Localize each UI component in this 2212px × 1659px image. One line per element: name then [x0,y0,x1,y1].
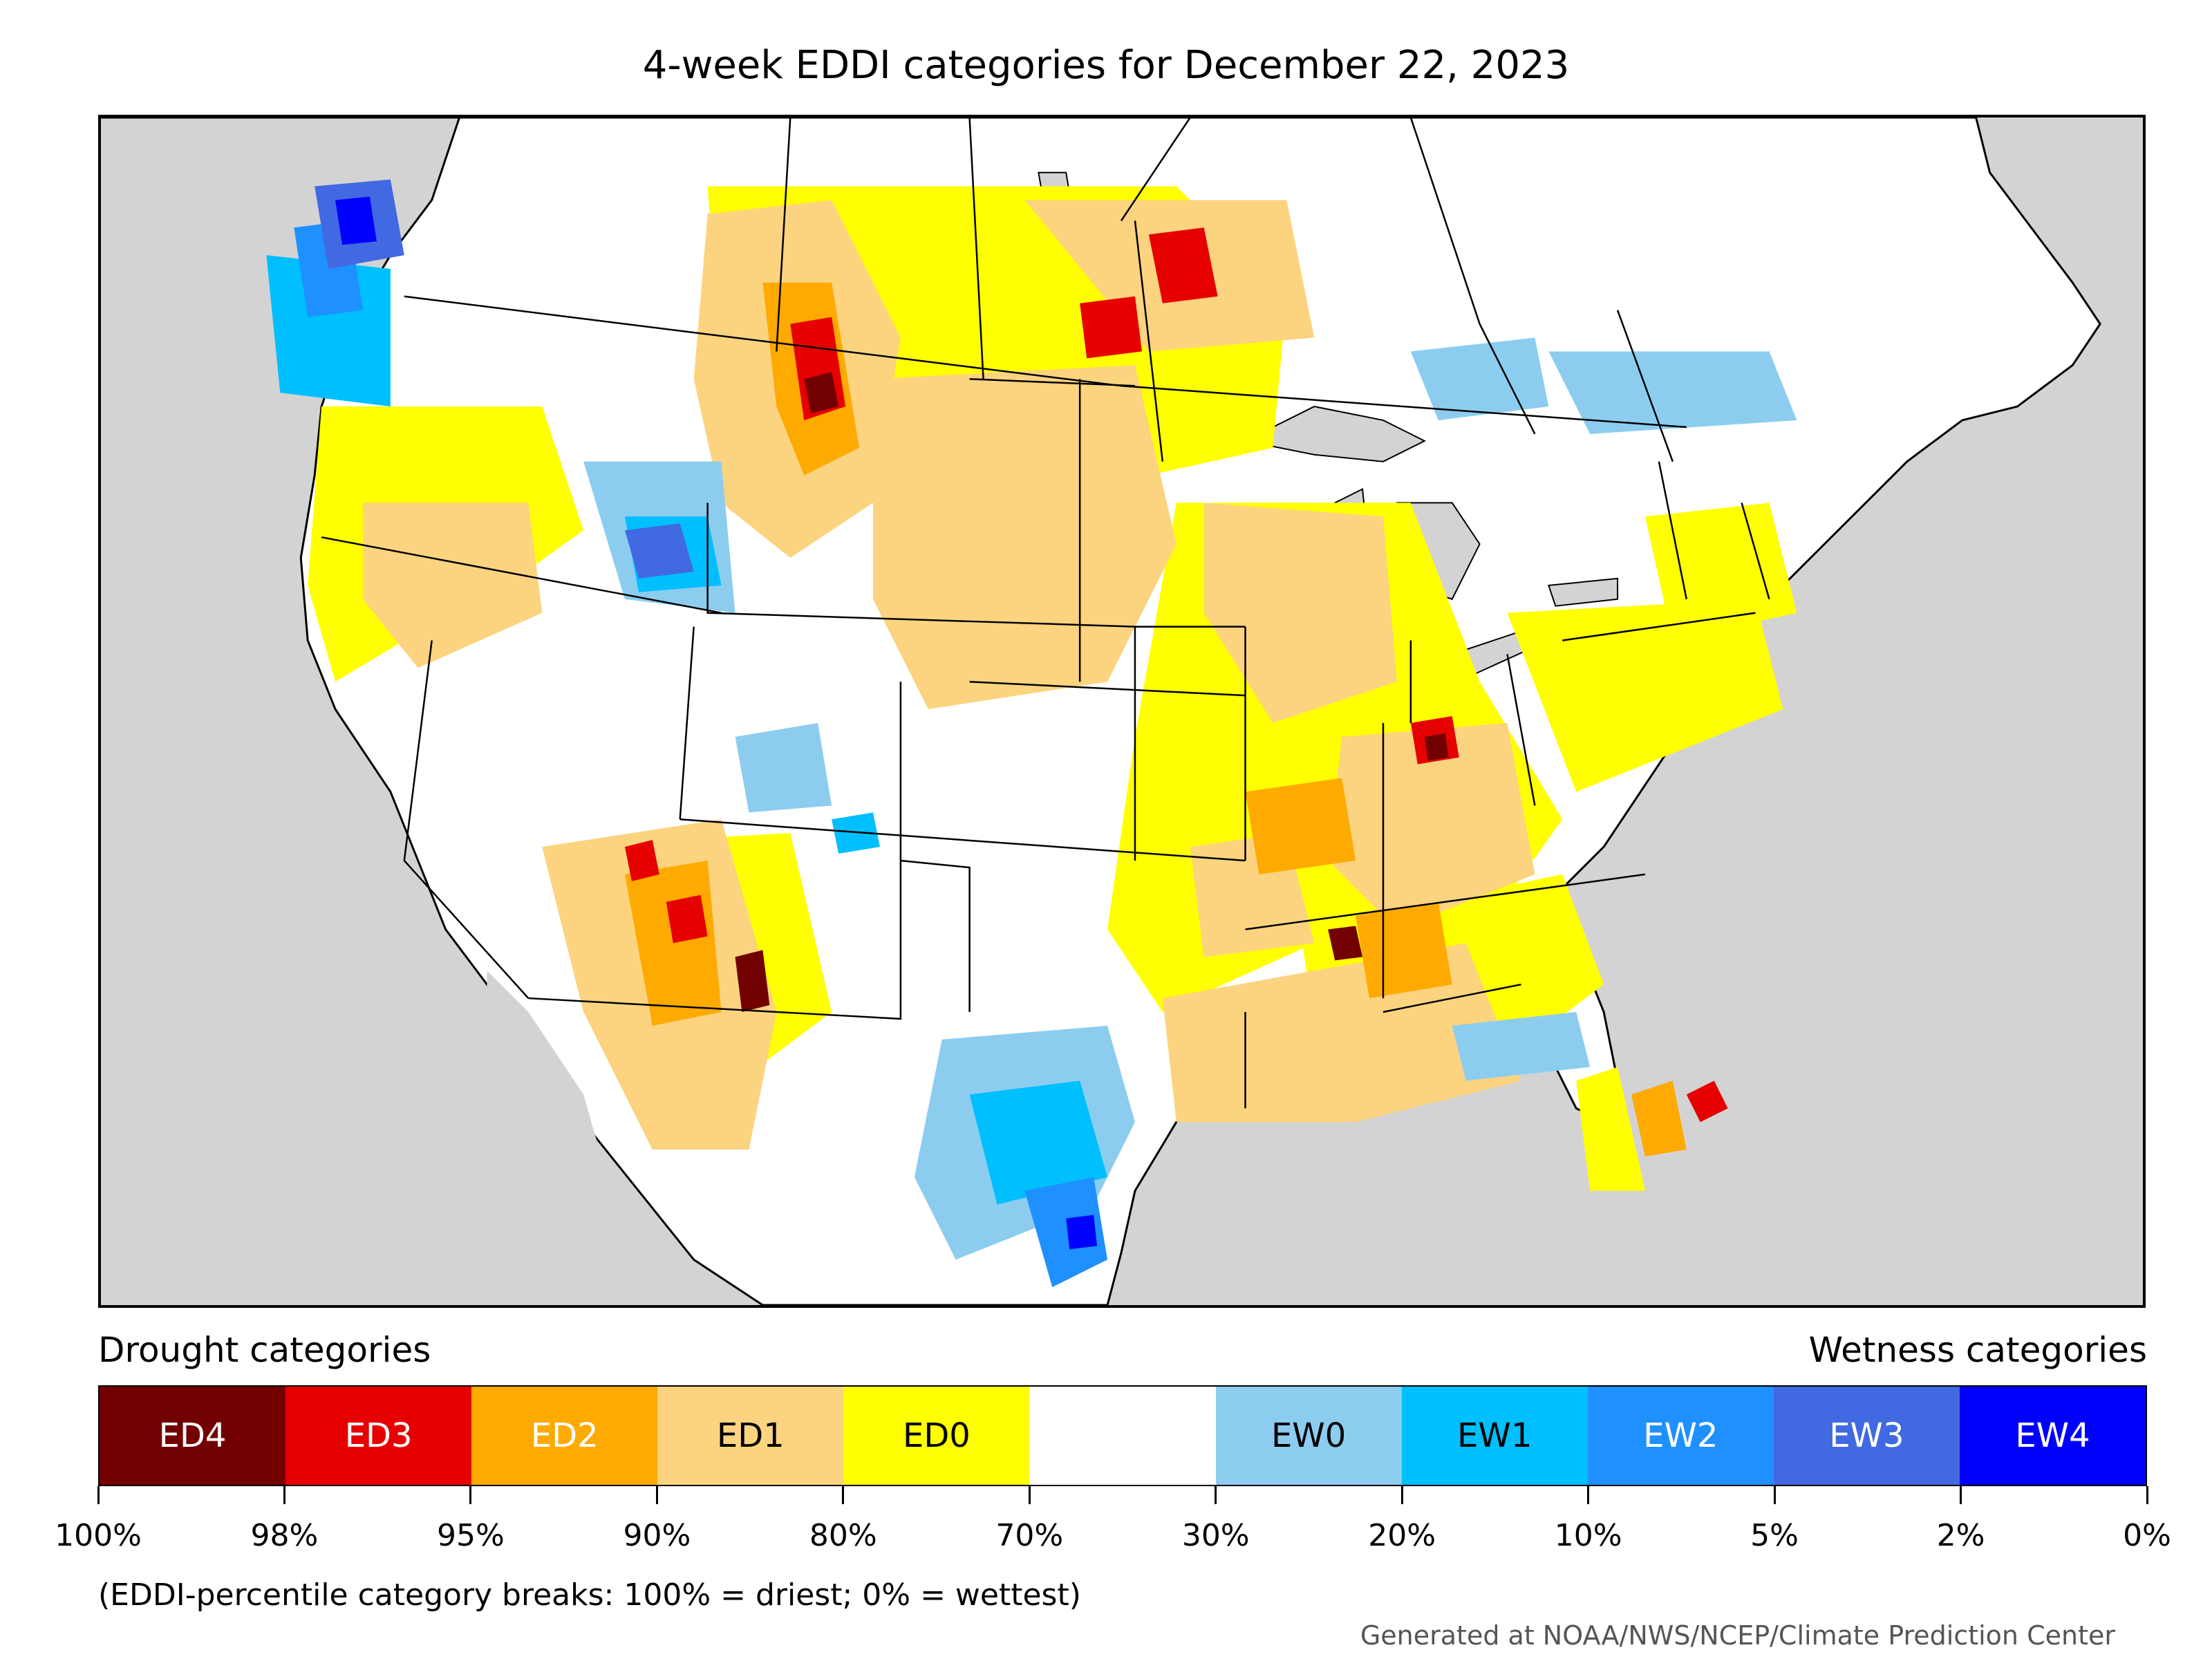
colorbar-tick [2146,1486,2148,1504]
colorbar-tick [842,1486,845,1504]
legend-swatch-ed3: ED3 [285,1387,472,1485]
lake-superior [1243,406,1427,462]
colorbar-tick-label: 100% [55,1518,142,1553]
political-boundaries [321,118,1770,1109]
gulf-of-california [487,971,612,1191]
colorbar-tick-label: 98% [250,1518,319,1553]
category-breaks-note: (EDDI-percentile category breaks: 100% =… [98,1577,1081,1613]
lake-ontario [1547,577,1619,607]
colorbar-tick [283,1486,285,1504]
colorbar-tick-label: 10% [1554,1518,1622,1553]
colorbar-tick-label: 30% [1181,1518,1250,1553]
legend-swatch-ed0: ED0 [843,1387,1030,1485]
legend-swatch-ed2: ED2 [471,1387,658,1485]
colorbar-tick [1773,1486,1776,1504]
colorbar-tick [1400,1486,1403,1504]
colorbar-tick [469,1486,472,1504]
colorbar-ticks [97,1486,2148,1507]
chart-title: 4-week EDDI categories for December 22, … [642,43,1570,88]
eddi-category-fields [266,179,1797,1288]
colorbar-tick-label: 2% [1936,1518,1985,1553]
legend-swatch-ew1: EW1 [1401,1387,1588,1485]
colorbar-tick-label: 80% [809,1518,877,1553]
legend-swatch-ew0: EW0 [1215,1387,1402,1485]
colorbar-tick-label: 90% [623,1518,691,1553]
colorbar-tick [1587,1486,1590,1504]
credit-line: Generated at NOAA/NWS/NCEP/Climate Predi… [1360,1620,2115,1651]
legend-swatch-ew3: EW3 [1773,1387,1960,1485]
colorbar-tick [655,1486,658,1504]
legend-swatch-ed4: ED4 [100,1387,286,1485]
legend-swatch-ew2: EW2 [1587,1387,1774,1485]
colorbar-tick [1960,1486,1962,1504]
legend-swatch-normal [1029,1387,1216,1485]
legend-swatch-ed1: ED1 [657,1387,844,1485]
colorbar-tick [97,1486,100,1504]
wetness-heading: Wetness categories [1808,1330,2147,1370]
legend-swatch-ew4: EW4 [1959,1387,2146,1485]
map-canvas [101,118,2101,1305]
colorbar-tick [1028,1486,1031,1504]
colorbar-tick-label: 95% [437,1518,505,1553]
colorbar-tick-label: 20% [1368,1518,1436,1553]
drought-heading: Drought categories [98,1330,431,1370]
colorbar-tick-label: 5% [1750,1518,1799,1553]
category-colorbar: ED4 ED3 ED2 ED1 ED0 EW0 EW1 EW2 EW3 EW4 [98,1385,2147,1486]
colorbar-tick [1215,1486,1217,1504]
colorbar-tick-label: 70% [995,1518,1064,1553]
colorbar-tick-label: 0% [2123,1518,2171,1553]
eddi-map [98,115,2146,1308]
